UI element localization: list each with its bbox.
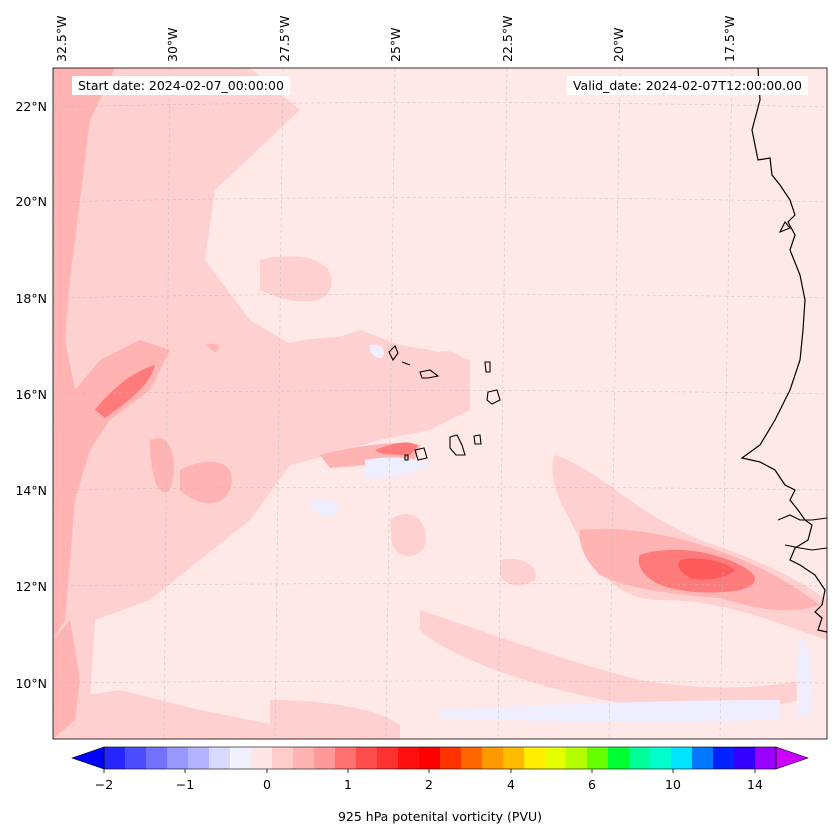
- lat-label-16n: 16°N: [15, 387, 47, 402]
- pv-contours-negative: [310, 344, 812, 722]
- colorbar-segment: [461, 747, 483, 769]
- map-frame: [52, 67, 828, 740]
- colorbar-segment: [566, 747, 588, 769]
- cbar-tick-6: 6: [588, 777, 596, 792]
- colorbar-segment: [755, 747, 777, 769]
- africa-coastline: [740, 67, 828, 633]
- lon-label-32-5w: 32.5°W: [54, 16, 69, 62]
- cape-verde-islands: [388, 345, 501, 461]
- colorbar-segment: [125, 747, 147, 769]
- cbar-tick-10: 10: [665, 777, 681, 792]
- pv-contours-peak: [678, 558, 735, 580]
- colorbar-tick-labels: −2 −1 0 1 2 4 6 10 14: [95, 777, 763, 792]
- colorbar-segment: [230, 747, 252, 769]
- latitude-labels: 22°N 20°N 18°N 16°N 14°N 12°N 10°N: [15, 99, 47, 691]
- lon-label-20w: 20°W: [611, 27, 626, 62]
- lat-label-20n: 20°N: [15, 194, 47, 209]
- lon-label-27-5w: 27.5°W: [277, 16, 292, 62]
- lat-label-14n: 14°N: [15, 483, 47, 498]
- colorbar-segment: [713, 747, 735, 769]
- colorbar-segment: [587, 747, 609, 769]
- colorbar-segment: [734, 747, 756, 769]
- lon-label-25w: 25°W: [388, 27, 403, 62]
- colorbar: −2 −1 0 1 2 4 6 10 14 925 hPa potenital …: [71, 746, 809, 824]
- cbar-tick-4: 4: [507, 777, 515, 792]
- lon-label-17-5w: 17.5°W: [722, 16, 737, 62]
- colorbar-segment: [377, 747, 399, 769]
- lon-label-22-5w: 22.5°W: [500, 16, 515, 62]
- colorbar-segment: [146, 747, 168, 769]
- cbar-tick-0: 0: [263, 777, 271, 792]
- valid-date-label: Valid_date: 2024-02-07T12:00:00.00: [566, 76, 808, 95]
- colorbar-segment: [419, 747, 441, 769]
- lat-label-10n: 10°N: [15, 676, 47, 691]
- colorbar-frame: [103, 746, 777, 770]
- colorbar-segment: [272, 747, 294, 769]
- colorbar-segment: [692, 747, 714, 769]
- colorbar-title: 925 hPa potenital vorticity (PVU): [338, 809, 542, 824]
- colorbar-segment: [482, 747, 504, 769]
- cbar-tick-1: 1: [344, 777, 352, 792]
- longitude-labels: 32.5°W 30°W 27.5°W 25°W 22.5°W 20°W 17.5…: [54, 16, 737, 62]
- lat-label-12n: 12°N: [15, 579, 47, 594]
- africa-border: [777, 221, 828, 551]
- cbar-tick-2: 2: [425, 777, 433, 792]
- colorbar-segment: [293, 747, 315, 769]
- colorbar-segment: [650, 747, 672, 769]
- colorbar-arrow-high: [775, 746, 809, 770]
- colorbar-segment: [335, 747, 357, 769]
- colorbar-arrow-low: [71, 746, 105, 770]
- colorbar-segment: [440, 747, 462, 769]
- colorbar-segment: [314, 747, 336, 769]
- colorbar-segment: [209, 747, 231, 769]
- cbar-tick-14: 14: [747, 777, 763, 792]
- colorbar-segment: [524, 747, 546, 769]
- colorbar-segment: [629, 747, 651, 769]
- colorbar-segments: [104, 747, 777, 769]
- colorbar-segment: [188, 747, 210, 769]
- colorbar-segment: [356, 747, 378, 769]
- colorbar-segment: [251, 747, 273, 769]
- lat-label-18n: 18°N: [15, 291, 47, 306]
- colorbar-ticks: [103, 769, 756, 773]
- start-date-label: Start date: 2024-02-07_00:00:00: [72, 76, 290, 95]
- cbar-tick--1: −1: [176, 777, 194, 792]
- map-panel: [52, 67, 828, 740]
- colorbar-segment: [167, 747, 189, 769]
- colorbar-segment: [608, 747, 630, 769]
- lat-label-22n: 22°N: [15, 99, 47, 114]
- cbar-tick--2: −2: [95, 777, 113, 792]
- colorbar-segment: [104, 747, 126, 769]
- colorbar-segment: [398, 747, 420, 769]
- colorbar-segment: [671, 747, 693, 769]
- colorbar-segment: [503, 747, 525, 769]
- colorbar-segment: [545, 747, 567, 769]
- lon-label-30w: 30°W: [165, 27, 180, 62]
